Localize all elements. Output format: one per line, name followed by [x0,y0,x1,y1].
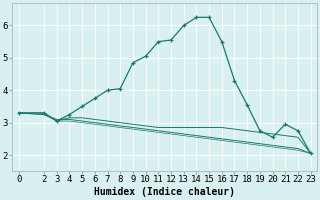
X-axis label: Humidex (Indice chaleur): Humidex (Indice chaleur) [94,187,235,197]
